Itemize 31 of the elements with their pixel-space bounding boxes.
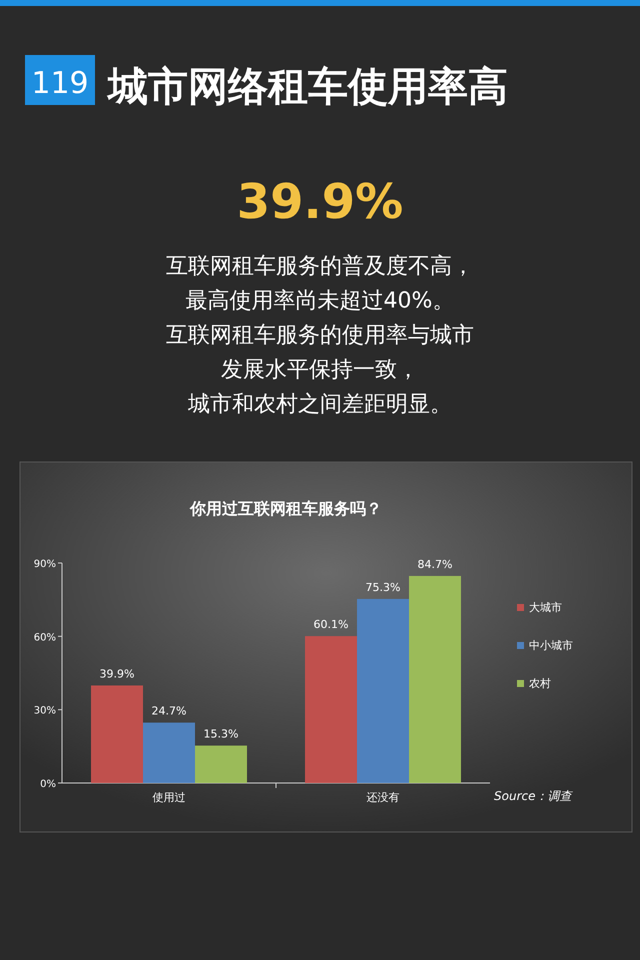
bar bbox=[91, 685, 143, 783]
chart-subtitle: 你用过互联网租车服务吗？ bbox=[189, 499, 382, 518]
data-label: 15.3% bbox=[204, 728, 238, 741]
data-label: 24.7% bbox=[152, 704, 186, 718]
bar bbox=[143, 722, 195, 783]
legend-label: 农村 bbox=[529, 677, 551, 690]
bar bbox=[195, 746, 247, 783]
x-tick-label: 使用过 bbox=[152, 791, 186, 804]
y-tick-label: 90% bbox=[34, 559, 56, 570]
chart-title: 城市网络租车使用率高 bbox=[106, 64, 508, 110]
text: 互联网租车服务的使用率与城市 bbox=[166, 323, 474, 348]
legend-label: 中小城市 bbox=[529, 639, 573, 652]
data-label: 75.3% bbox=[366, 580, 400, 594]
y-tick-label: 30% bbox=[34, 706, 56, 717]
legend-label: 大城市 bbox=[529, 601, 562, 614]
text: 发展水平保持一致， bbox=[221, 358, 419, 382]
source-note: Source：调查 bbox=[494, 789, 574, 803]
data-label: 60.1% bbox=[314, 618, 348, 632]
data-label: 39.9% bbox=[100, 667, 134, 680]
text: 39.9% bbox=[236, 174, 404, 230]
bar bbox=[409, 576, 461, 783]
bar bbox=[305, 636, 357, 783]
text: 最高使用率尚未超过40%。 bbox=[186, 288, 454, 314]
bar bbox=[357, 598, 409, 783]
x-tick-label: 还没有 bbox=[366, 791, 400, 804]
data-label: 84.7% bbox=[418, 558, 452, 571]
text: 互联网租车服务的普及度不高， bbox=[166, 254, 474, 279]
y-tick-label: 60% bbox=[34, 632, 56, 644]
text: 城市和农村之间差距明显。 bbox=[187, 392, 452, 417]
y-tick-label: 0% bbox=[40, 779, 56, 790]
text: 119 bbox=[31, 66, 89, 101]
